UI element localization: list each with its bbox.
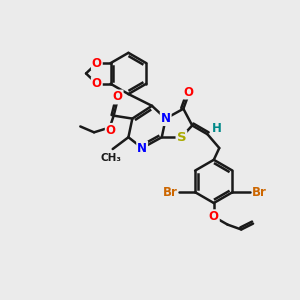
Text: O: O (209, 210, 219, 223)
Text: N: N (137, 142, 147, 154)
Text: Br: Br (163, 186, 177, 199)
Text: O: O (106, 124, 116, 137)
Text: N: N (161, 112, 171, 125)
Text: Br: Br (252, 186, 267, 199)
Text: CH₃: CH₃ (100, 153, 121, 163)
Text: O: O (92, 57, 102, 70)
Text: H: H (212, 122, 221, 135)
Text: S: S (177, 131, 186, 144)
Text: O: O (92, 77, 102, 90)
Text: O: O (184, 85, 194, 99)
Text: O: O (112, 91, 123, 103)
